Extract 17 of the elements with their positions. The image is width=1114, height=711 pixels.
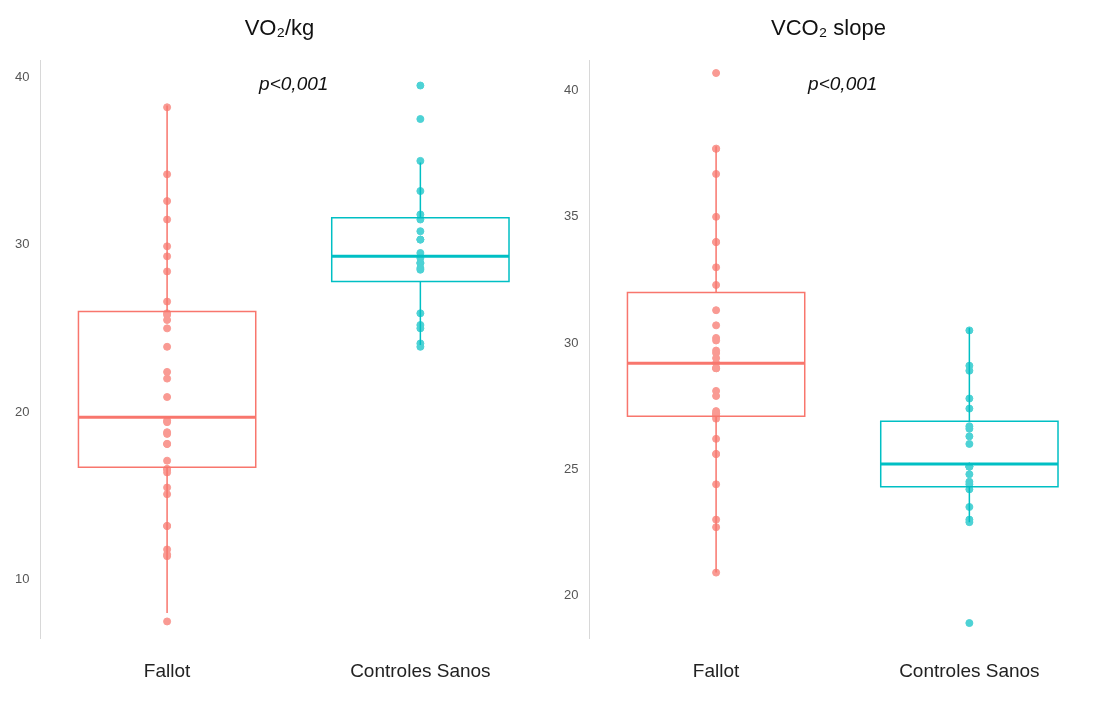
y-tick-label: 20 xyxy=(563,586,579,602)
y-tick-label: 30 xyxy=(563,334,579,350)
chart-title: VCO₂ slope xyxy=(771,15,886,41)
x-tick-label: Controles Sanos xyxy=(899,659,1040,681)
y-tick-label: 35 xyxy=(563,208,579,224)
annotation: p<0,001 xyxy=(258,73,329,95)
y-tick-label: 10 xyxy=(14,571,30,587)
y-tick-label: 40 xyxy=(14,68,30,84)
x-tick-label: Fallot xyxy=(143,659,192,681)
chart-title: VO₂/kg xyxy=(244,15,315,41)
y-tick-label: 20 xyxy=(14,403,30,419)
y-tick-label: 40 xyxy=(563,82,579,98)
x-tick-label: Controles Sanos xyxy=(350,659,491,681)
y-tick-label: 30 xyxy=(14,236,30,252)
x-tick-label: Fallot xyxy=(692,659,741,681)
y-tick-label: 25 xyxy=(563,460,579,476)
annotation: p<0,001 xyxy=(807,73,878,95)
